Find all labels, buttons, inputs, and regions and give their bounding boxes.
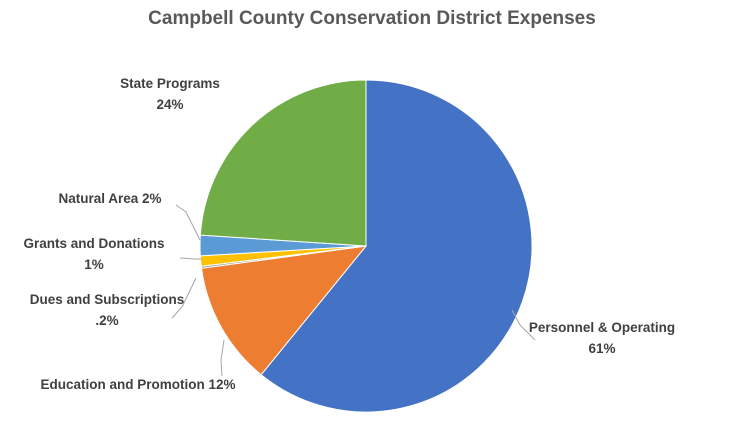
pie-slice-education-and-promotion bbox=[200, 245, 368, 376]
leader-line bbox=[511, 309, 536, 341]
data-label-dues-and-subscriptions: Dues and Subscriptions .2% bbox=[30, 292, 185, 328]
leader-line bbox=[220, 339, 225, 377]
pie-slice-state-programs bbox=[199, 79, 367, 247]
data-label-grants-and-donations: Grants and Donations 1% bbox=[23, 236, 164, 272]
leader-line bbox=[179, 257, 201, 260]
leader-line bbox=[171, 277, 197, 319]
pie-slice-personnel-operating bbox=[260, 79, 533, 413]
chart-title: Campbell County Conservation District Ex… bbox=[148, 8, 596, 29]
data-label-personnel-operating: Personnel & Operating 61% bbox=[529, 320, 675, 356]
leader-line bbox=[175, 204, 201, 241]
data-label-natural-area: Natural Area 2% bbox=[58, 191, 161, 206]
data-label-state-programs: State Programs 24% bbox=[120, 76, 220, 112]
data-label-education-and-promotion: Education and Promotion 12% bbox=[40, 377, 235, 392]
